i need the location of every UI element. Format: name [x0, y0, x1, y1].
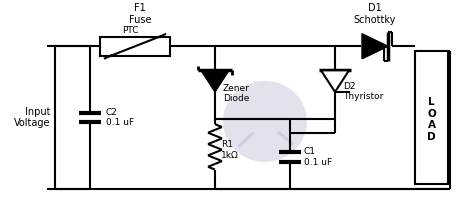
Text: C1
0.1 uF: C1 0.1 uF	[304, 147, 332, 167]
Polygon shape	[362, 34, 388, 59]
Text: R1
1kΩ: R1 1kΩ	[221, 140, 239, 160]
Text: C2
0.1 uF: C2 0.1 uF	[106, 108, 134, 127]
Text: PTC: PTC	[122, 26, 138, 35]
Bar	[100, 37, 170, 56]
Text: D1
Schottky: D1 Schottky	[354, 3, 396, 25]
Text: Zener
Diode: Zener Diode	[223, 84, 250, 103]
Polygon shape	[321, 70, 349, 92]
Text: F1
Fuse: F1 Fuse	[129, 3, 151, 25]
Text: D2
Thyristor: D2 Thyristor	[343, 82, 383, 101]
Text: Input
Voltage: Input Voltage	[13, 107, 50, 128]
Bar	[415, 51, 448, 184]
Text: L
O
A
D: L O A D	[427, 97, 436, 142]
Polygon shape	[201, 70, 229, 92]
Circle shape	[223, 81, 307, 162]
